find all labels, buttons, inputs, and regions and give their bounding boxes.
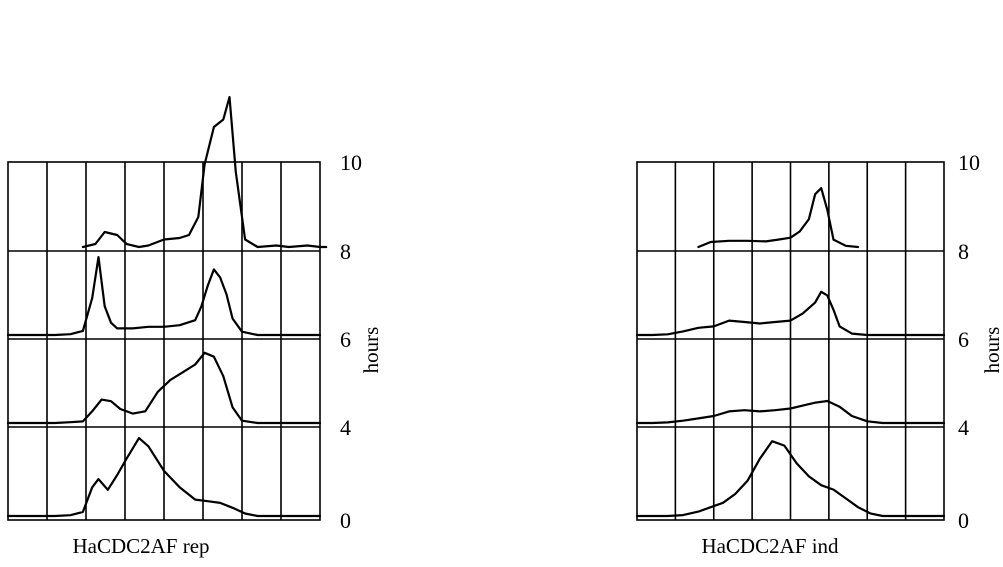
- histogram-trace-10h: [81, 95, 328, 249]
- histogram-trace-4h: [635, 440, 946, 518]
- chart-title: HaCDC2AF ind: [701, 534, 839, 558]
- hour-tick-label: 10: [958, 150, 980, 175]
- chart-title: HaCDC2AF rep: [72, 534, 209, 558]
- histogram-trace-6h: [6, 351, 322, 425]
- hour-tick-label: 6: [958, 327, 969, 352]
- hour-tick-label: 0: [340, 508, 351, 533]
- histogram-trace-10h: [697, 187, 860, 249]
- histogram-trace-8h: [635, 290, 946, 337]
- hour-tick-label: 4: [340, 415, 351, 440]
- hour-tick-label: 10: [340, 150, 362, 175]
- chart-panel-ind: HaCDC2AF ind hours 10 8 6 4 0: [637, 150, 1003, 558]
- hour-tick-label: 8: [958, 239, 969, 264]
- hour-tick-label: 0: [958, 508, 969, 533]
- histogram-trace-6h: [635, 399, 946, 425]
- hour-tick-label: 8: [340, 239, 351, 264]
- histogram-trace-4h: [6, 437, 322, 518]
- y-axis-label: hours: [980, 327, 1003, 374]
- histogram-trace-8h: [6, 256, 322, 337]
- hour-tick-label: 6: [340, 327, 351, 352]
- y-axis-label: hours: [359, 327, 383, 374]
- hour-tick-label: 4: [958, 415, 969, 440]
- chart-panel-rep: HaCDC2AF rep hours 10 8 6 4 0: [8, 97, 383, 558]
